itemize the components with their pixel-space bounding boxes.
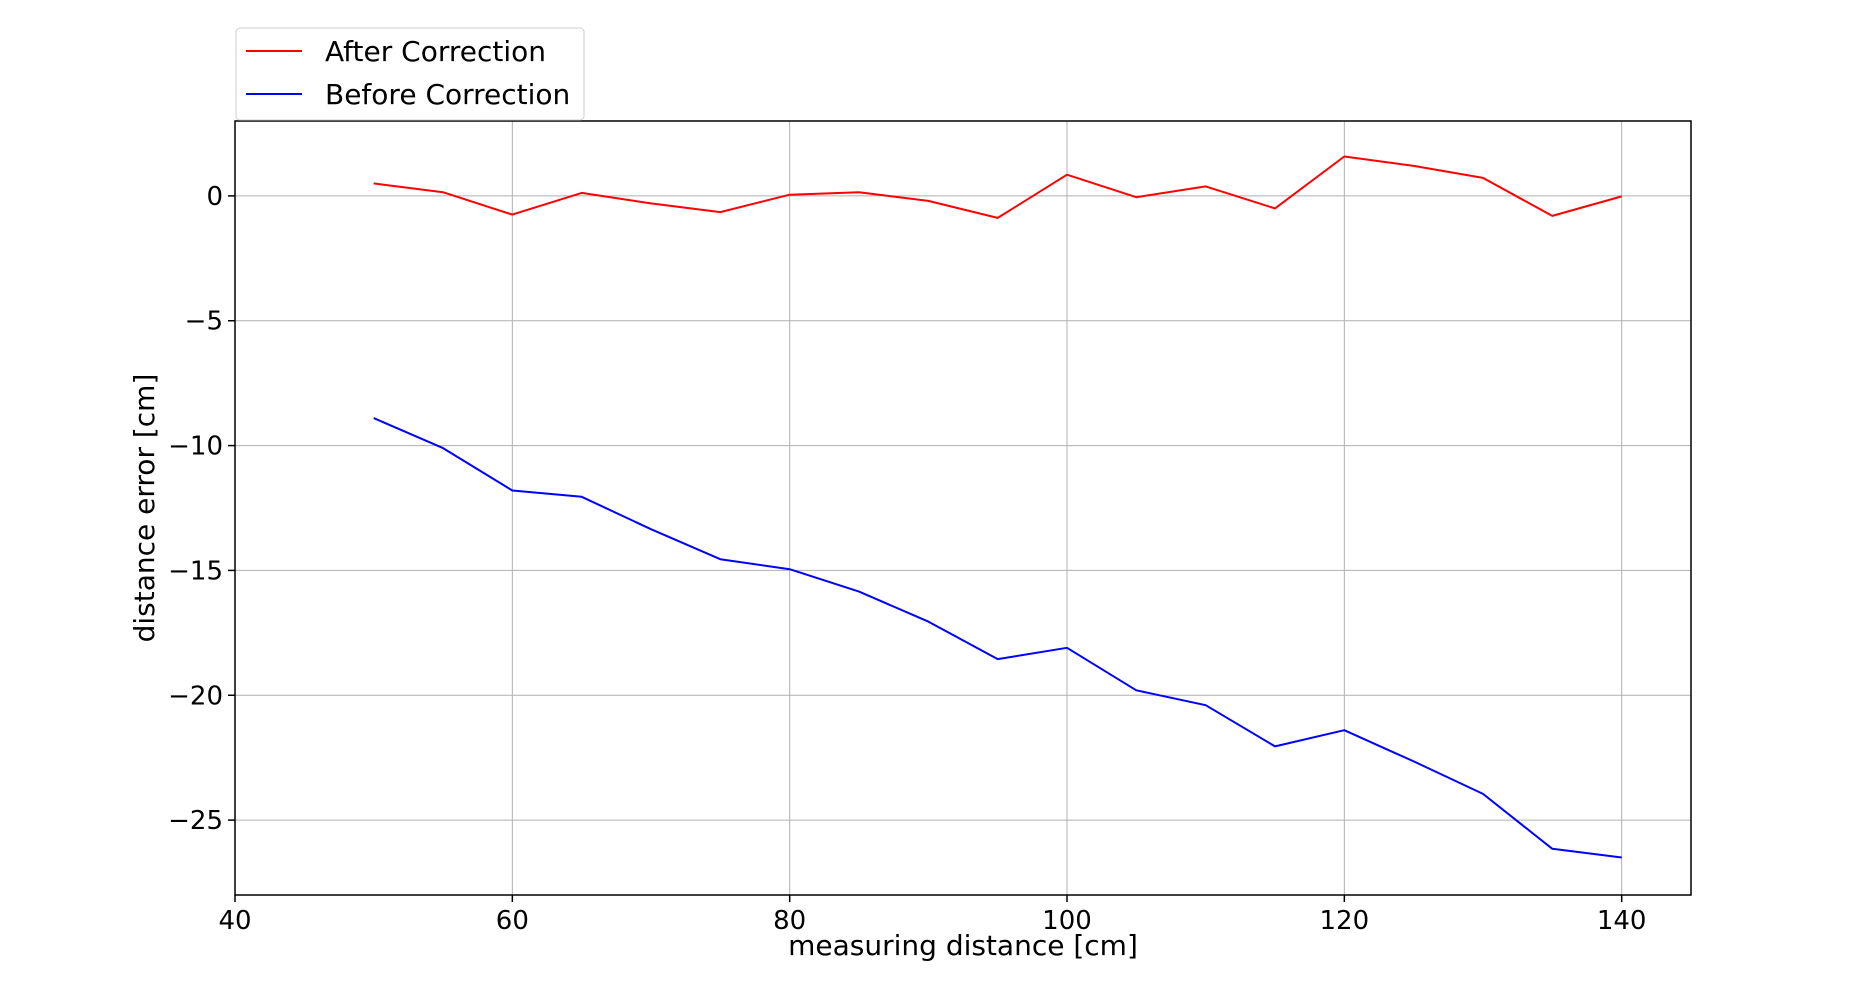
y-tick-label: −20 <box>168 681 223 711</box>
series-line-after-correction <box>373 155 1622 219</box>
legend: After Correction Before Correction <box>235 27 585 121</box>
y-tick-label: 0 <box>206 182 223 212</box>
y-tick-label: −10 <box>168 432 223 462</box>
x-tick-label: 80 <box>773 906 806 936</box>
y-tick-label: −25 <box>168 806 223 836</box>
axis-ticks: 40 60 80 100 120 140 0 −5 −10 −15 −20 −25 <box>168 182 1646 936</box>
y-axis-label: distance error [cm] <box>128 374 161 643</box>
y-tick-label: −5 <box>185 307 223 337</box>
x-tick-label: 100 <box>1042 906 1092 936</box>
x-tick-label: 60 <box>496 906 529 936</box>
series-lines <box>373 155 1622 859</box>
legend-label-after-correction: After Correction <box>325 35 546 68</box>
legend-label-before-correction: Before Correction <box>325 78 570 111</box>
x-tick-label: 40 <box>218 906 251 936</box>
x-tick-label: 140 <box>1597 906 1647 936</box>
x-tick-label: 120 <box>1320 906 1370 936</box>
legend-box <box>235 27 585 121</box>
y-tick-label: −15 <box>168 556 223 586</box>
series-line-before-correction <box>373 417 1622 859</box>
x-axis-label: measuring distance [cm] <box>788 929 1138 962</box>
grid <box>235 121 1691 895</box>
plot-frame <box>234 120 1692 896</box>
